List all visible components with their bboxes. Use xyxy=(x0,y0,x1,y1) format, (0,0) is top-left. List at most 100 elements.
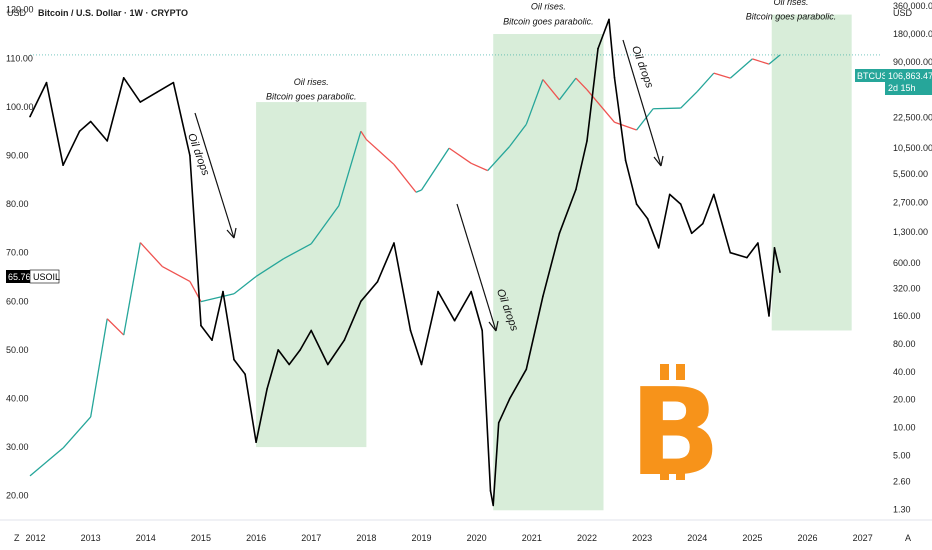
usoil-point xyxy=(299,349,302,351)
btcusd-segment xyxy=(420,147,450,191)
usoil-point xyxy=(78,130,81,133)
left-tick-label: 50.00 xyxy=(6,345,29,355)
btcusd-segment xyxy=(768,54,781,65)
usoil-point xyxy=(266,387,268,390)
annotation-8: Oil rises. xyxy=(774,0,809,7)
btcusd-symbol: BTCUSD xyxy=(857,71,895,81)
usoil-point xyxy=(189,154,191,157)
usoil-point xyxy=(376,281,379,283)
btcusd-segment xyxy=(283,243,312,260)
usoil-point xyxy=(575,188,577,191)
arrow-head-2 xyxy=(488,320,499,332)
x-tick-label: 2014 xyxy=(136,533,156,543)
btcusd-segment xyxy=(255,258,285,278)
annotation-2: Oil rises. xyxy=(294,77,329,87)
right-tick-label: 160.00 xyxy=(893,311,921,321)
left-tick-label: 70.00 xyxy=(6,248,29,258)
usoil-point xyxy=(701,222,704,225)
btcusd-segment xyxy=(415,189,422,193)
btcusd-symbol-box xyxy=(855,69,885,82)
usoil-point xyxy=(690,232,693,235)
oil-drops-arrow-3 xyxy=(622,39,662,167)
usoil-point xyxy=(597,47,599,50)
usoil-point xyxy=(310,329,313,332)
btcusd-segment xyxy=(123,242,141,336)
left-tick-label: 90.00 xyxy=(6,151,29,161)
x-tick-label: 2020 xyxy=(467,533,487,543)
btcusd-segment xyxy=(575,77,588,91)
bitcoin-logo-glyph: B xyxy=(629,364,720,503)
usoil-point xyxy=(635,203,638,205)
right-tick-label: 360,000.00 xyxy=(893,1,932,11)
btcusd-segment xyxy=(448,147,472,164)
usoil-point xyxy=(657,247,660,249)
usoil-point xyxy=(558,232,561,235)
btcusd-segment xyxy=(680,91,698,109)
btcusd-segment xyxy=(614,121,637,131)
btcusd-segment xyxy=(162,266,191,283)
left-tick-label: 60.00 xyxy=(6,296,29,306)
highlight-region-2 xyxy=(493,34,604,511)
btcusd-segment xyxy=(365,139,395,165)
usoil-point xyxy=(713,193,715,196)
btcusd-segment xyxy=(525,79,544,125)
usoil-point xyxy=(497,422,500,424)
btcusd-countdown: 2d 15h xyxy=(888,83,916,93)
usoil-point xyxy=(613,76,616,79)
footer-right-button[interactable]: A xyxy=(905,533,911,543)
usoil-point xyxy=(360,300,362,303)
x-tick-label: 2017 xyxy=(301,533,321,543)
btcusd-series[interactable] xyxy=(29,54,882,477)
right-tick-label: 10,500.00 xyxy=(893,143,932,153)
annotation-5: Oil rises. xyxy=(531,2,566,12)
right-tick-label: 320.00 xyxy=(893,283,921,293)
right-axis[interactable]: 1.30 2.60 5.00 10.00 20.00 40.00 80.00 160.00 32… xyxy=(893,1,932,514)
right-tick-label: 10.00 xyxy=(893,423,916,433)
oil-drops-arrow-1 xyxy=(194,112,235,239)
x-tick-label: 2026 xyxy=(798,533,818,543)
x-tick-label: 2022 xyxy=(577,533,597,543)
usoil-line xyxy=(29,18,781,507)
usoil-price: 65.76 xyxy=(8,272,31,282)
usoil-symbol: USOIL xyxy=(33,272,60,282)
usoil-series[interactable] xyxy=(29,18,781,507)
right-tick-label: 1,300.00 xyxy=(893,227,928,237)
left-tick-label: 30.00 xyxy=(6,442,29,452)
x-tick-label: 2023 xyxy=(632,533,652,543)
usoil-point xyxy=(624,159,627,162)
right-tick-label: 22,500.00 xyxy=(893,113,932,123)
right-tick-label: 40.00 xyxy=(893,367,916,377)
left-tick-label: 80.00 xyxy=(6,199,29,209)
annotation-6: Bitcoin goes parabolic. xyxy=(503,16,594,26)
usoil-point xyxy=(29,115,31,118)
btcusd-segment xyxy=(558,77,577,101)
usoil-point xyxy=(393,242,395,244)
usoil-point xyxy=(489,490,492,492)
btcusd-segment xyxy=(713,72,731,79)
btcusd-segment xyxy=(729,58,753,79)
usoil-point xyxy=(608,18,610,21)
oil-drops-arrow-2 xyxy=(456,203,497,332)
x-tick-label: 2021 xyxy=(522,533,542,543)
btcusd-segment xyxy=(200,293,235,303)
plot-area[interactable] xyxy=(30,0,882,520)
btcusd-segment xyxy=(636,108,654,131)
usoil-point xyxy=(211,339,213,341)
btcusd-segment xyxy=(509,123,527,147)
usoil-point xyxy=(768,315,770,317)
btcusd-price: 106,863.47 xyxy=(888,71,932,81)
usoil-point xyxy=(508,397,511,400)
btcusd-segment xyxy=(586,89,616,123)
right-tick-label: 600.00 xyxy=(893,258,921,268)
usoil-point xyxy=(409,329,412,332)
left-currency-label: USD xyxy=(7,8,27,18)
left-axis[interactable]: 20.00 30.00 40.00 50.00 60.00 70.00 80.00 90.00… xyxy=(6,5,34,501)
usoil-point xyxy=(172,81,175,84)
usoil-point xyxy=(200,324,202,327)
x-axis[interactable]: 2012 2013 2014 2015 2016 2017 2018 2019 2020 2021… xyxy=(25,533,872,543)
usoil-point xyxy=(773,247,776,249)
usoil-point xyxy=(233,358,235,361)
bitcoin-logo-tick-bottom-right xyxy=(676,464,685,480)
btcusd-segment xyxy=(393,164,417,193)
footer-left-button[interactable]: Z xyxy=(14,533,20,543)
